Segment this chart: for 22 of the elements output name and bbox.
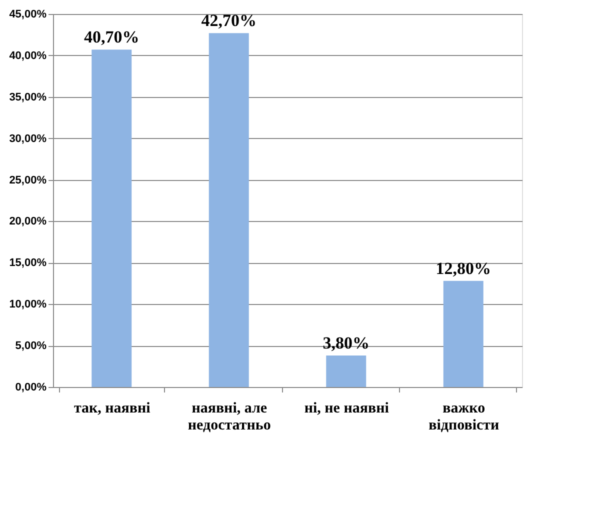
bar xyxy=(92,50,132,387)
y-tick-label: 10,00% xyxy=(9,298,47,311)
bar xyxy=(443,280,484,387)
data-label: 3,80% xyxy=(322,334,370,352)
y-tick-label: 20,00% xyxy=(9,216,47,228)
y-tick-label: 25,00% xyxy=(9,174,47,186)
x-tick-label: так, наявні xyxy=(74,400,150,416)
y-tick-label: 0,00% xyxy=(15,382,47,394)
bar xyxy=(326,356,366,387)
x-tick-label: важко відповісти xyxy=(428,400,500,434)
y-tick-label: 30,00% xyxy=(9,132,47,145)
bar xyxy=(208,33,249,387)
x-tick-label: ні, не наявні xyxy=(304,400,389,416)
data-label: 12,80% xyxy=(436,258,491,278)
y-tick-label: 40,00% xyxy=(9,50,47,62)
data-label: 40,70% xyxy=(84,28,140,47)
y-tick-label: 45,00% xyxy=(9,8,47,20)
y-tick-label: 35,00% xyxy=(9,91,47,104)
data-label: 42,70% xyxy=(201,11,256,30)
y-tick-label: 15,00% xyxy=(9,257,47,270)
x-tick-label: наявні, але недостатньо xyxy=(188,400,271,434)
y-tick-label: 5,00% xyxy=(15,340,47,352)
